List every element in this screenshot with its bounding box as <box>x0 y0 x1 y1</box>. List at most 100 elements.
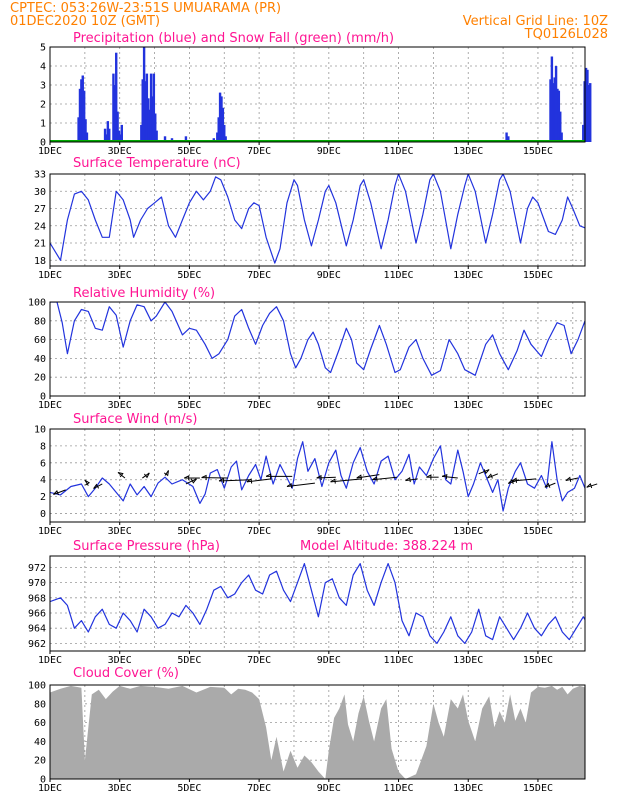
x-tick-label: 3DEC <box>108 655 132 666</box>
wind-arrow-shaft <box>442 475 458 479</box>
x-tick-label: 7DEC <box>247 400 271 411</box>
precip-bar <box>554 66 558 142</box>
wind-arrow-head <box>201 474 207 480</box>
wind-arrow-head <box>316 474 322 481</box>
wind-arrow-shaft <box>544 482 556 488</box>
wind-arrow-head <box>586 482 593 489</box>
wind-arrow-shaft <box>565 477 579 482</box>
precip-bar <box>82 90 86 142</box>
x-tick-label: 9DEC <box>317 270 341 281</box>
panel-1: 18 21 24 27 30 33 1DEC 3DEC 5DEC 7DEC 9DEC 11DEC 13D… <box>34 156 586 281</box>
wind-arrow-head <box>507 478 514 485</box>
wind-arrow-head <box>511 477 517 483</box>
y-tick-label: 100 <box>28 681 46 692</box>
precip-bar <box>582 124 585 142</box>
precip-bar <box>217 117 220 142</box>
panel-subtitle: Model Altitude: 388.224 m <box>300 539 473 554</box>
header-station: CPTEC: 053:26W-23:51S UMUARAMA (PR) <box>10 1 281 16</box>
precip-bar <box>113 85 117 142</box>
precip-bar <box>218 92 222 142</box>
wind-arrow-shaft <box>356 474 380 479</box>
precip-bar <box>117 130 121 142</box>
y-tick-label: 24 <box>34 221 46 232</box>
x-tick-label: 13DEC <box>453 146 483 157</box>
wind-arrow-shaft <box>330 478 362 483</box>
wind-arrow-head <box>84 479 91 486</box>
panel-title: Surface Wind (m/s) <box>73 412 197 427</box>
panel-title: Surface Temperature (nC) <box>73 156 241 171</box>
wind-arrow-shaft <box>53 489 66 495</box>
precip-bar <box>147 98 150 142</box>
precip-bar <box>155 130 158 142</box>
panel-frame <box>49 555 586 652</box>
wind-arrow-head <box>565 476 572 482</box>
precip-bar <box>115 52 118 143</box>
y-tick-label: 4 <box>40 62 46 73</box>
precip-bar <box>553 77 556 142</box>
x-tick-label: 5DEC <box>177 655 201 666</box>
y-tick-label: 80 <box>34 699 46 710</box>
wind-arrow-head <box>426 474 432 480</box>
x-tick-label: 13DEC <box>453 400 483 411</box>
x-tick-label: 5DEC <box>177 400 201 411</box>
precip-bar <box>80 79 83 142</box>
x-tick-label: 7DEC <box>247 270 271 281</box>
x-tick-label: 1DEC <box>38 270 62 281</box>
wind-arrow-head <box>117 472 124 478</box>
x-tick-label: 13DEC <box>453 270 483 281</box>
wind-arrow-head <box>372 476 378 482</box>
wind-arrow-head <box>544 482 551 488</box>
y-tick-label: 5 <box>40 43 46 54</box>
precip-bar <box>77 117 80 142</box>
precip-bar <box>106 121 110 142</box>
y-tick-label: 2 <box>40 492 46 503</box>
y-tick-label: 40 <box>34 354 46 365</box>
precip-bar <box>112 73 115 142</box>
x-tick-label: 15DEC <box>523 783 553 794</box>
precip-bar <box>151 96 154 142</box>
wind-arrow-shaft <box>316 476 336 479</box>
y-tick-label: 21 <box>34 239 46 250</box>
precip-bar <box>550 56 554 142</box>
x-tick-label: 7DEC <box>247 146 271 157</box>
precip-bar <box>507 136 510 142</box>
precip-bar <box>223 124 226 142</box>
y-tick-label: 2 <box>40 100 46 111</box>
wind-arrow-head <box>286 482 293 489</box>
x-tick-label: 11DEC <box>383 146 413 157</box>
precip-bar <box>556 88 559 142</box>
x-tick-label: 11DEC <box>383 526 413 537</box>
precip-bar <box>144 81 147 142</box>
y-tick-label: 18 <box>34 256 46 267</box>
wind-arrow-shaft <box>219 479 251 482</box>
wind-arrow-head <box>483 469 490 475</box>
y-tick-label: 10 <box>34 425 46 436</box>
panel-5: 0 20 40 60 80 100 1DEC 3DEC 5DEC 7DEC 9DEC 11DEC 13D… <box>28 666 586 794</box>
y-tick-label: 6 <box>40 458 46 469</box>
x-tick-label: 9DEC <box>317 526 341 537</box>
precip-bar <box>184 136 188 142</box>
x-tick-label: 11DEC <box>383 270 413 281</box>
panel-4: 962 964 966 968 970 972 1DEC 3DEC 5DEC 7DEC 9DEC 11… <box>28 539 586 666</box>
precip-bar <box>584 67 588 142</box>
y-tick-label: 1 <box>40 119 46 130</box>
y-tick-label: 40 <box>34 737 46 748</box>
y-tick-label: 4 <box>40 475 46 486</box>
x-tick-label: 1DEC <box>38 400 62 411</box>
y-tick-label: 966 <box>28 609 46 620</box>
wind-arrow-head <box>190 478 197 484</box>
precip-bar <box>140 124 143 142</box>
wind-arrow-shaft <box>478 469 490 475</box>
y-tick-label: 964 <box>28 624 46 635</box>
y-tick-label: 33 <box>34 170 46 181</box>
series-line <box>50 302 585 376</box>
x-tick-label: 11DEC <box>383 655 413 666</box>
wind-arrow-head <box>218 477 225 484</box>
precip-bar <box>105 134 108 142</box>
y-tick-label: 970 <box>28 578 46 589</box>
wind-arrow-head <box>356 474 362 480</box>
wind-arrow-shaft <box>586 483 598 488</box>
y-tick-label: 972 <box>28 563 46 574</box>
precip-bar <box>108 128 111 142</box>
